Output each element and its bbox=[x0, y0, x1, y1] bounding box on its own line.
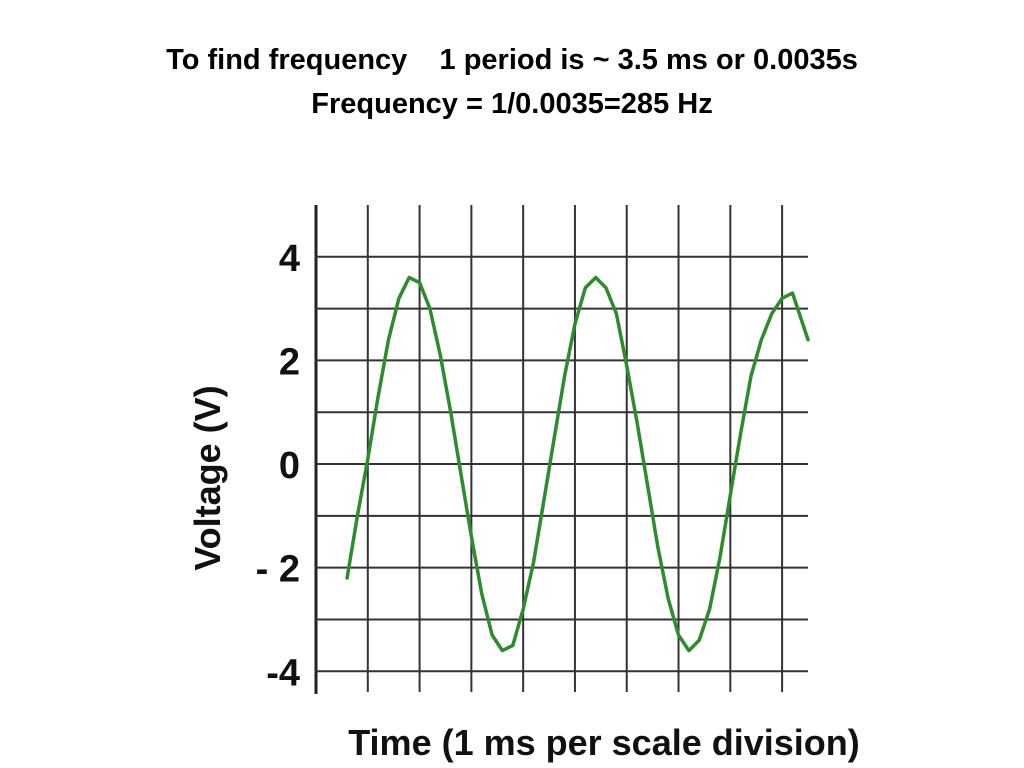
y-tick-label: 2 bbox=[279, 341, 300, 383]
sine-wave-line bbox=[345, 275, 810, 653]
slide-title: To find frequency 1 period is ~ 3.5 ms o… bbox=[0, 38, 1024, 126]
y-tick-label: 4 bbox=[279, 238, 300, 280]
y-tick-labels: 4 2 0 - 2 -4 bbox=[256, 238, 300, 694]
title-line-1: To find frequency 1 period is ~ 3.5 ms o… bbox=[166, 44, 858, 76]
chart-series bbox=[345, 275, 810, 653]
y-tick-label: -4 bbox=[266, 652, 300, 694]
y-tick-label: - 2 bbox=[256, 549, 300, 591]
y-axis-label: Voltage (V) bbox=[187, 385, 228, 570]
chart-grid bbox=[314, 205, 808, 694]
y-tick-label: 0 bbox=[279, 445, 300, 487]
title-line-2: Frequency = 1/0.0035=285 Hz bbox=[311, 88, 713, 120]
x-axis-label: Time (1 ms per scale division) bbox=[348, 722, 860, 763]
